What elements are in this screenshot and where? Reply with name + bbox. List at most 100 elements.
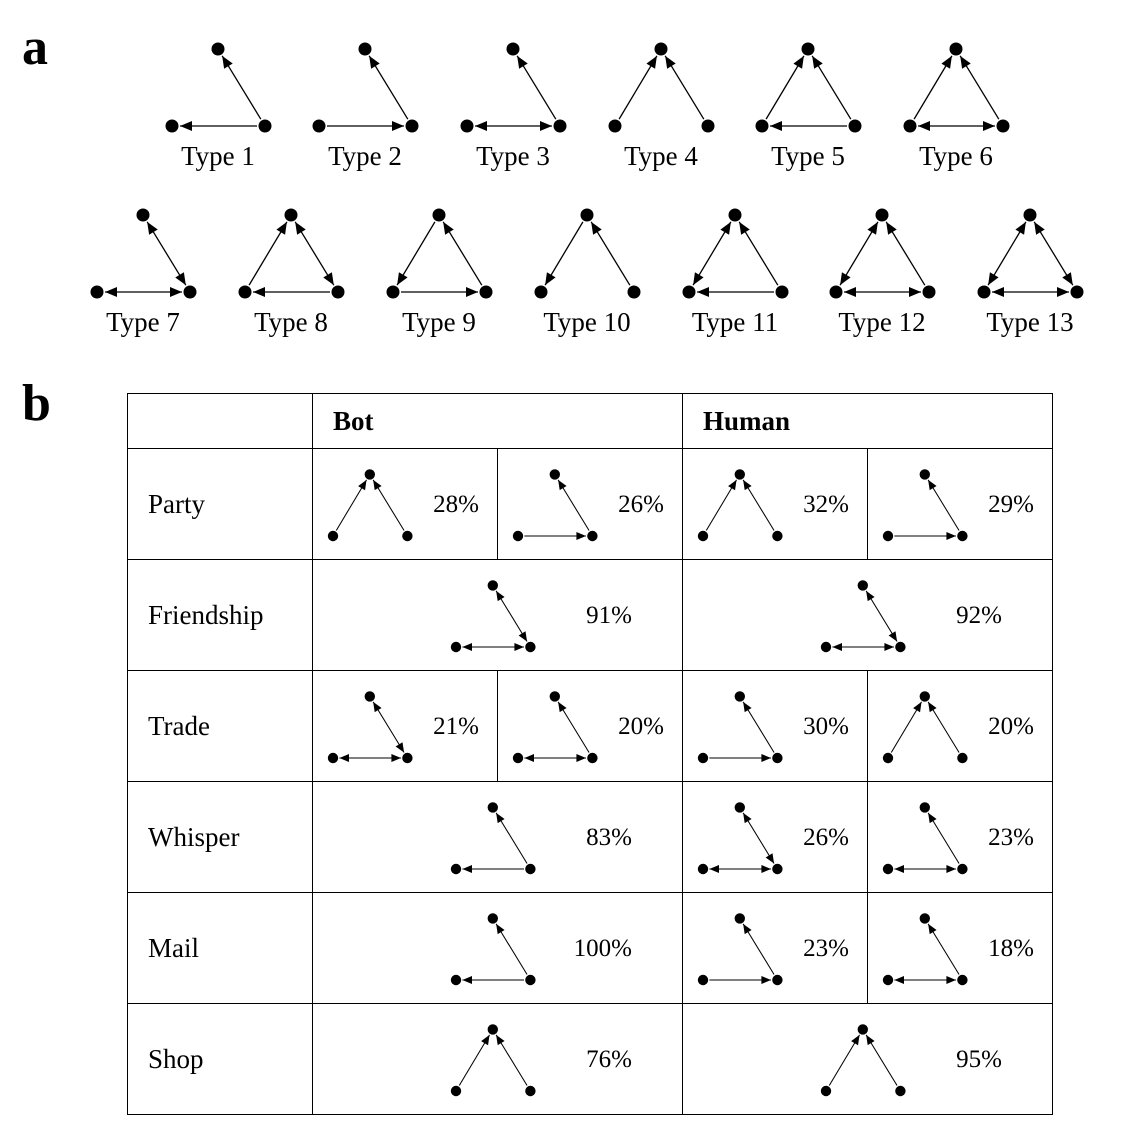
motif-t2-diagram <box>697 913 783 986</box>
motif-t3-diagram <box>460 42 567 133</box>
motif-node <box>697 863 709 875</box>
bot-motif-cell: 26% <box>497 448 683 560</box>
motif-t13-diagram <box>977 208 1084 299</box>
arrowhead <box>886 221 897 235</box>
percentage-value: 23% <box>803 935 849 962</box>
motif-node <box>1023 208 1037 222</box>
motif-node <box>364 691 375 702</box>
arrowhead <box>443 221 454 235</box>
arrowhead <box>496 1034 505 1046</box>
bot-column-header: Bot <box>312 393 683 449</box>
percentage-value: 76% <box>586 1046 632 1073</box>
motif-node <box>697 752 709 764</box>
motif-node <box>919 691 930 702</box>
arrowhead <box>558 701 567 713</box>
motif-edge <box>590 221 631 286</box>
arrowhead <box>888 631 898 642</box>
table-row: Trade 21% 20% 30% 20% <box>127 670 1053 782</box>
arrowhead <box>170 286 182 298</box>
arrowhead <box>462 864 472 874</box>
motif-edge <box>495 923 528 975</box>
motif-node <box>919 913 930 924</box>
motif-t2-diagram <box>882 469 968 542</box>
motif-edge <box>865 590 898 642</box>
motif-edge <box>927 701 960 753</box>
motif-comparison-table: Bot Human Party 28% 26% 32% 29% Friendship 91%… <box>127 393 1053 1115</box>
arrowhead <box>720 221 731 235</box>
percentage-value: 23% <box>988 824 1034 851</box>
arrowhead <box>866 590 875 602</box>
arrowhead <box>844 286 856 298</box>
arrowhead <box>867 221 878 235</box>
motif-edge <box>927 479 960 531</box>
bot-motif-cell: 100% <box>312 892 683 1004</box>
arrowhead <box>739 221 750 235</box>
percentage-value: 95% <box>956 1046 1002 1073</box>
arrowhead <box>988 272 999 286</box>
arrowhead <box>866 1034 875 1046</box>
motif-node <box>829 285 843 299</box>
arrowhead <box>941 55 952 69</box>
percentage-value: 91% <box>586 602 632 629</box>
arrowhead <box>665 55 676 69</box>
motif-node <box>580 208 594 222</box>
percentage-value: 21% <box>433 713 479 740</box>
motif-node <box>697 974 709 986</box>
motif-node <box>358 42 372 56</box>
type-label: Type 10 <box>543 307 631 337</box>
motif-node <box>734 469 745 480</box>
arrowhead <box>395 742 405 753</box>
arrowhead <box>851 1034 860 1046</box>
motif-t8-diagram <box>238 208 345 299</box>
arrowhead <box>373 479 382 491</box>
empty-corner-cell <box>127 393 313 449</box>
arrowhead <box>693 272 704 286</box>
bot-motif-cell: 83% <box>312 781 683 893</box>
motif-node <box>857 1024 868 1035</box>
motif-node <box>895 641 906 653</box>
motif-edge <box>927 812 960 864</box>
motif-node <box>882 863 894 875</box>
motif-edge <box>765 55 805 120</box>
arrowhead <box>946 531 956 541</box>
table-row: Friendship 91% 92% <box>127 559 1053 671</box>
motif-node <box>820 1085 832 1097</box>
motif-node <box>312 119 326 133</box>
motif-node <box>957 530 968 542</box>
motif-edge <box>146 221 187 286</box>
percentage-value: 20% <box>988 713 1034 740</box>
motif-node <box>402 752 413 764</box>
motif-node <box>487 580 498 591</box>
arrowhead <box>894 975 904 985</box>
motif-node <box>553 119 567 133</box>
motif-t9-diagram <box>386 208 493 299</box>
motif-node <box>627 285 641 299</box>
motif-node <box>996 119 1010 133</box>
motif-edge <box>913 55 953 120</box>
human-motif-cell: 30% <box>682 670 868 782</box>
motif-node <box>734 913 745 924</box>
motif-node <box>211 42 225 56</box>
motif-node <box>525 974 536 986</box>
motif-node <box>402 530 413 542</box>
motif-node <box>534 285 548 299</box>
motif-node <box>848 119 862 133</box>
arrowhead <box>323 272 334 286</box>
percentage-value: 18% <box>988 935 1034 962</box>
motif-t7-diagram <box>450 580 536 653</box>
type-label: Type 3 <box>476 141 550 171</box>
arrowhead <box>709 864 719 874</box>
arrowhead <box>761 753 771 763</box>
motif-node <box>772 974 783 986</box>
table-row: Party 28% 26% 32% 29% <box>127 448 1053 560</box>
bot-motif-cell: 21% <box>312 670 498 782</box>
motif-edge <box>959 55 1000 120</box>
human-motif-cell: 23% <box>867 781 1053 893</box>
motif-node <box>608 119 622 133</box>
motif-node <box>327 752 339 764</box>
motif-t3-diagram <box>882 913 968 986</box>
percentage-value: 92% <box>956 602 1002 629</box>
motif-node <box>734 802 745 813</box>
type-label: Type 6 <box>919 141 993 171</box>
motif-t1-diagram <box>165 42 272 133</box>
